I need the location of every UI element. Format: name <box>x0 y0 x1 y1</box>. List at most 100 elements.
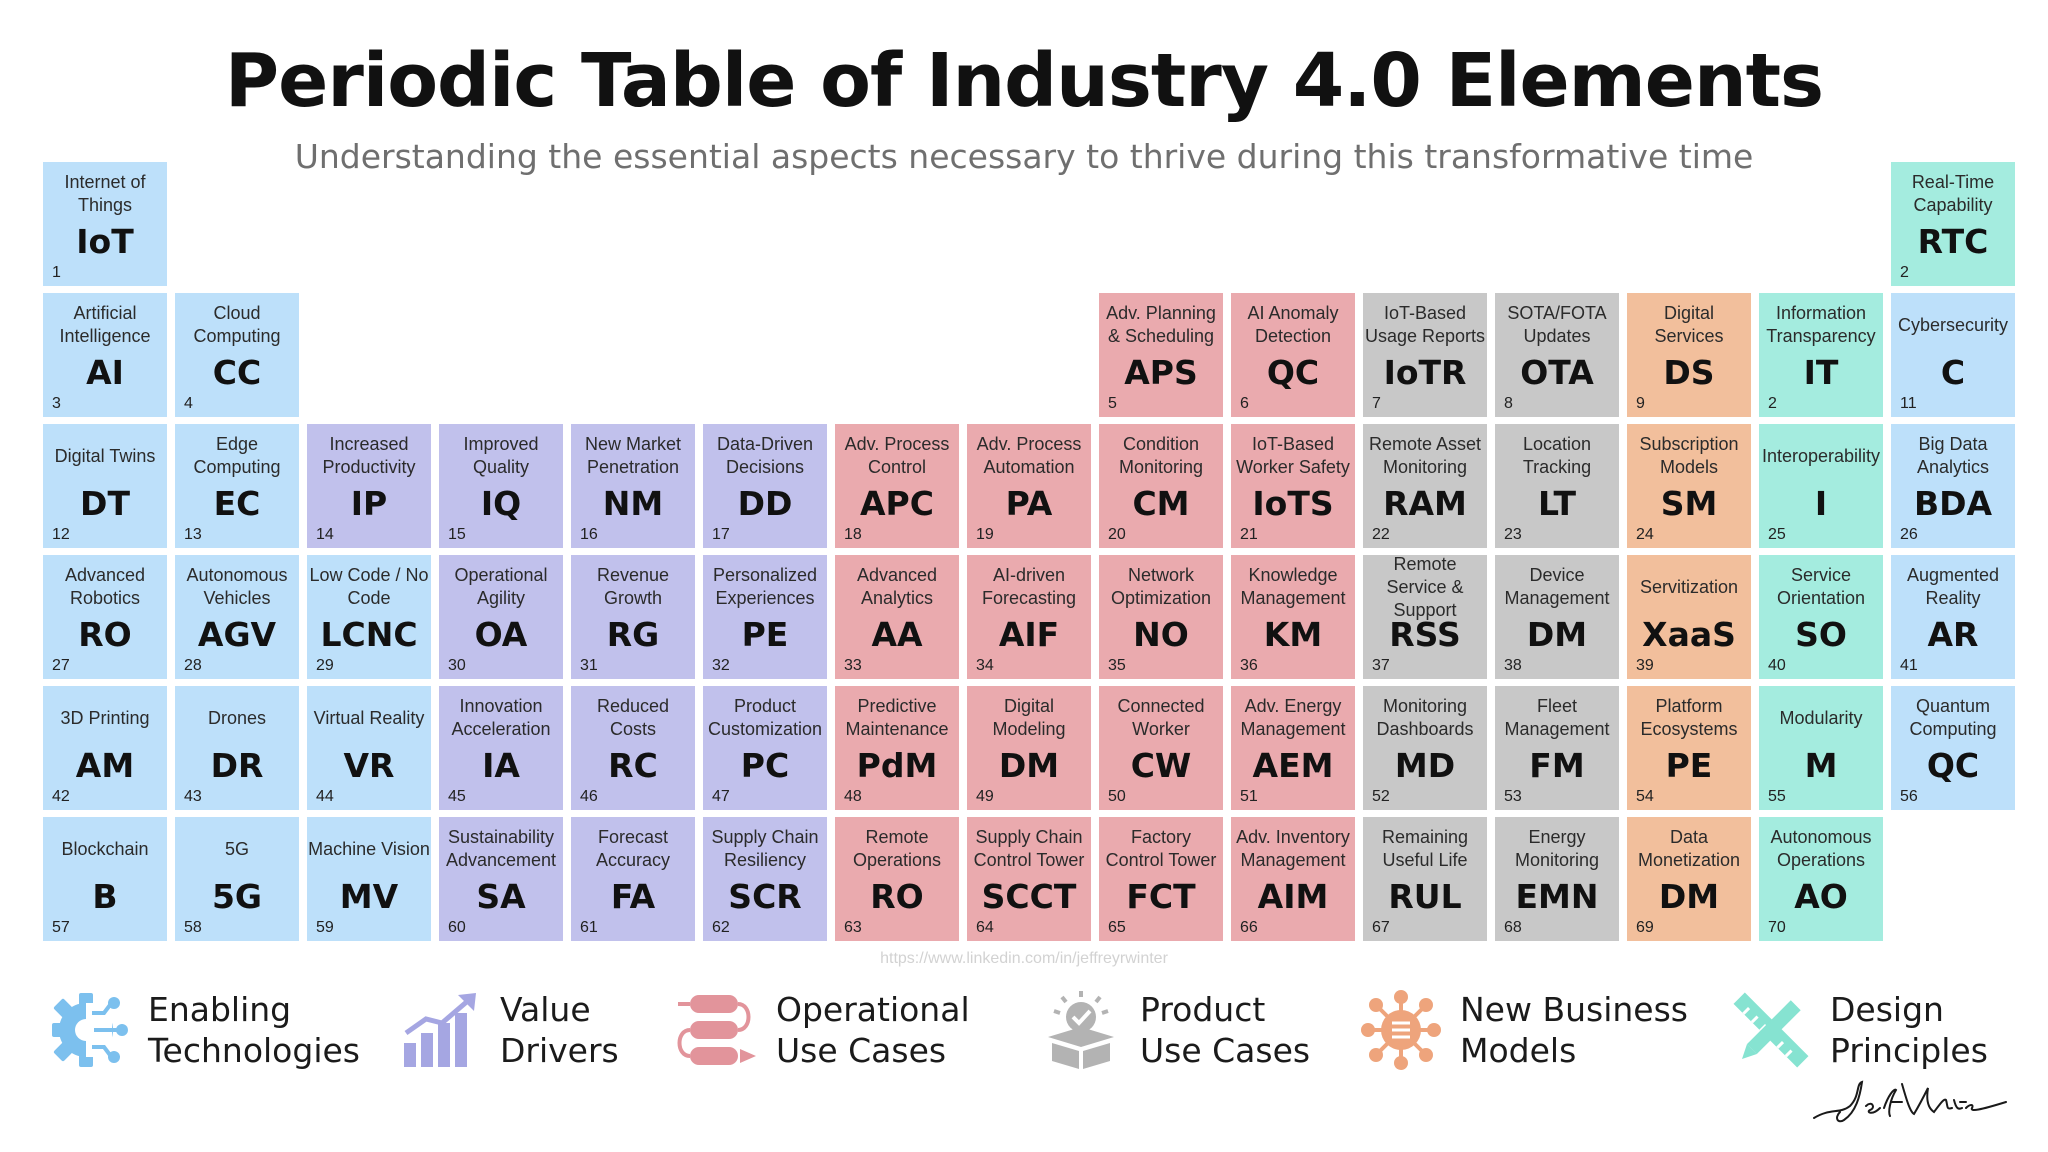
element-number: 3 <box>52 395 61 412</box>
element-tile: Edge Computing EC 13 <box>175 424 299 548</box>
element-number: 38 <box>1504 657 1522 674</box>
element-symbol: PE <box>741 615 789 654</box>
element-symbol: RC <box>608 746 658 785</box>
element-symbol: C <box>1940 353 1966 392</box>
element-symbol: PC <box>740 746 790 785</box>
element-tile: Operational Agility OA 30 <box>439 555 563 679</box>
element-name: Supply Chain Control Tower <box>973 827 1085 870</box>
element-name: Supply Chain Resiliency <box>711 827 819 870</box>
element-number: 58 <box>184 919 202 936</box>
element-symbol: IoTS <box>1252 484 1334 523</box>
element-tile: Improved Quality IQ 15 <box>439 424 563 548</box>
element-symbol: B <box>92 877 118 916</box>
element-name: Adv. Planning & Scheduling <box>1106 303 1216 346</box>
element-name: Cloud Computing <box>193 303 281 346</box>
element-tile: Real-Time Capability RTC 2 <box>1891 162 2015 286</box>
element-number: 44 <box>316 788 334 805</box>
element-number: 62 <box>712 919 730 936</box>
element-symbol: M <box>1804 746 1838 785</box>
element-tile: Cybersecurity C 11 <box>1891 293 2015 417</box>
element-tile: Supply Chain Resiliency SCR 62 <box>703 817 827 941</box>
element-name: Factory Control Tower <box>1105 827 1217 870</box>
element-symbol: MV <box>339 877 399 916</box>
element-symbol: NO <box>1133 615 1189 654</box>
element-symbol: QC <box>1926 746 1980 785</box>
element-symbol: IP <box>350 484 388 523</box>
element-number: 43 <box>184 788 202 805</box>
gear-network-icon <box>52 993 128 1067</box>
element-symbol: APS <box>1124 353 1198 392</box>
element-number: 8 <box>1504 395 1513 412</box>
element-symbol: LCNC <box>320 615 418 654</box>
element-name: Device Management <box>1504 565 1610 608</box>
legend-label-business: New Business Models <box>1460 990 1688 1070</box>
element-number: 69 <box>1636 919 1654 936</box>
element-number: 15 <box>448 526 466 543</box>
element-tile: Device Management DM 38 <box>1495 555 1619 679</box>
element-number: 64 <box>976 919 994 936</box>
element-number: 46 <box>580 788 598 805</box>
page-title: Periodic Table of Industry 4.0 Elements <box>224 38 1824 124</box>
element-number: 7 <box>1372 395 1381 412</box>
element-tile: Information Transparency IT 2 <box>1759 293 1883 417</box>
element-symbol: RUL <box>1388 877 1462 916</box>
element-name: Network Optimization <box>1110 565 1212 608</box>
element-name: Information Transparency <box>1766 303 1876 346</box>
element-tile: Adv. Process Automation PA 19 <box>967 424 1091 548</box>
element-number: 65 <box>1108 919 1126 936</box>
element-name: Big Data Analytics <box>1916 434 1990 477</box>
element-number: 35 <box>1108 657 1126 674</box>
element-tile: Adv. Planning & Scheduling APS 5 <box>1099 293 1223 417</box>
element-tile: Big Data Analytics BDA 26 <box>1891 424 2015 548</box>
element-name: Remaining Useful Life <box>1381 827 1469 870</box>
element-name: AI Anomaly Detection <box>1247 303 1339 346</box>
element-symbol: CW <box>1130 746 1192 785</box>
element-tile: Network Optimization NO 35 <box>1099 555 1223 679</box>
element-tile: Connected Worker CW 50 <box>1099 686 1223 810</box>
element-symbol: CM <box>1132 484 1190 523</box>
element-tile: Advanced Analytics AA 33 <box>835 555 959 679</box>
element-name: Increased Productivity <box>322 434 416 477</box>
element-name: Personalized Experiences <box>712 565 818 608</box>
element-tile: Knowledge Management KM 36 <box>1231 555 1355 679</box>
element-symbol: SM <box>1660 484 1718 523</box>
element-tile: Predictive Maintenance PdM 48 <box>835 686 959 810</box>
element-tile: Location Tracking LT 23 <box>1495 424 1619 548</box>
element-symbol: IQ <box>480 484 522 523</box>
element-name: Artificial Intelligence <box>59 303 151 346</box>
element-symbol: AA <box>871 615 923 654</box>
element-tile: New Market Penetration NM 16 <box>571 424 695 548</box>
element-name: Operational Agility <box>454 565 548 608</box>
element-symbol: AGV <box>197 615 277 654</box>
element-number: 29 <box>316 657 334 674</box>
element-name: Data Monetization <box>1637 827 1741 870</box>
process-flow-icon <box>677 995 756 1065</box>
legend-label-value: Value Drivers <box>500 990 619 1070</box>
element-symbol: AIM <box>1257 877 1329 916</box>
element-name: Modularity <box>1779 707 1863 728</box>
element-tile: SOTA/FOTA Updates OTA 8 <box>1495 293 1619 417</box>
element-tile: 3D Printing AM 42 <box>43 686 167 810</box>
element-number: 61 <box>580 919 598 936</box>
element-number: 18 <box>844 526 862 543</box>
element-tile: Digital Modeling DM 49 <box>967 686 1091 810</box>
element-tile: IoT-Based Worker Safety IoTS 21 <box>1231 424 1355 548</box>
element-name: Digital Modeling <box>992 696 1066 739</box>
element-tile: Low Code / No Code LCNC 29 <box>307 555 431 679</box>
element-name: Sustainability Advancement <box>445 827 557 870</box>
element-tile: Condition Monitoring CM 20 <box>1099 424 1223 548</box>
element-symbol: QC <box>1266 353 1320 392</box>
element-number: 17 <box>712 526 730 543</box>
business-hub-icon <box>1361 990 1441 1070</box>
element-number: 68 <box>1504 919 1522 936</box>
element-symbol: 5G <box>211 877 263 916</box>
element-symbol: PdM <box>856 746 938 785</box>
element-symbol: OTA <box>1520 353 1594 392</box>
element-tile: Adv. Inventory Management AIM 66 <box>1231 817 1355 941</box>
element-number: 52 <box>1372 788 1390 805</box>
element-number: 1 <box>52 264 61 281</box>
legend-item-value-drivers: Value Drivers <box>400 985 619 1075</box>
element-tile: Remote Asset Monitoring RAM 22 <box>1363 424 1487 548</box>
element-symbol: EMN <box>1515 877 1599 916</box>
element-symbol: AO <box>1794 877 1848 916</box>
